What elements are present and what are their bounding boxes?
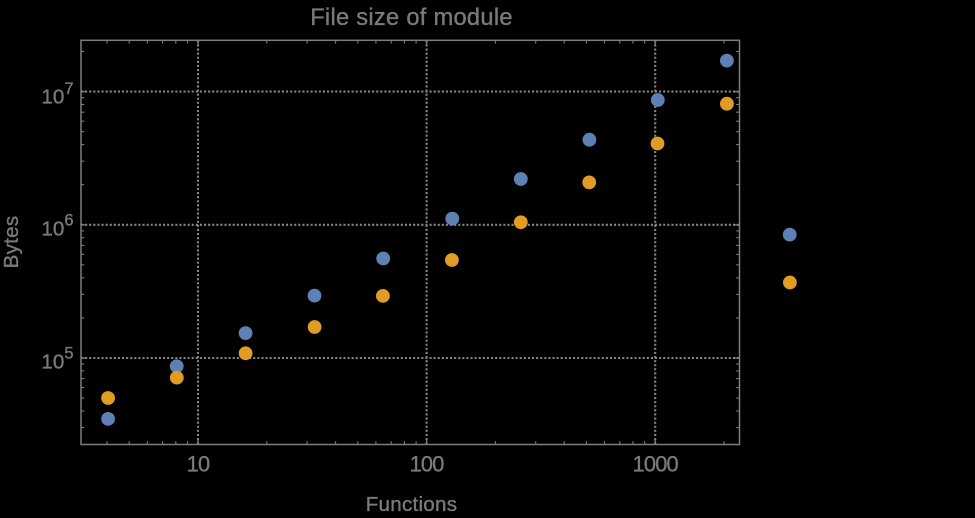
svg-text:1000: 1000 bbox=[633, 451, 679, 476]
svg-text:100: 100 bbox=[410, 451, 445, 476]
svg-text:Functions: Functions bbox=[366, 493, 458, 513]
svg-text:Bytes: Bytes bbox=[0, 216, 23, 269]
svg-text:10: 10 bbox=[187, 451, 210, 476]
svg-text:File size of module: File size of module bbox=[310, 5, 513, 31]
